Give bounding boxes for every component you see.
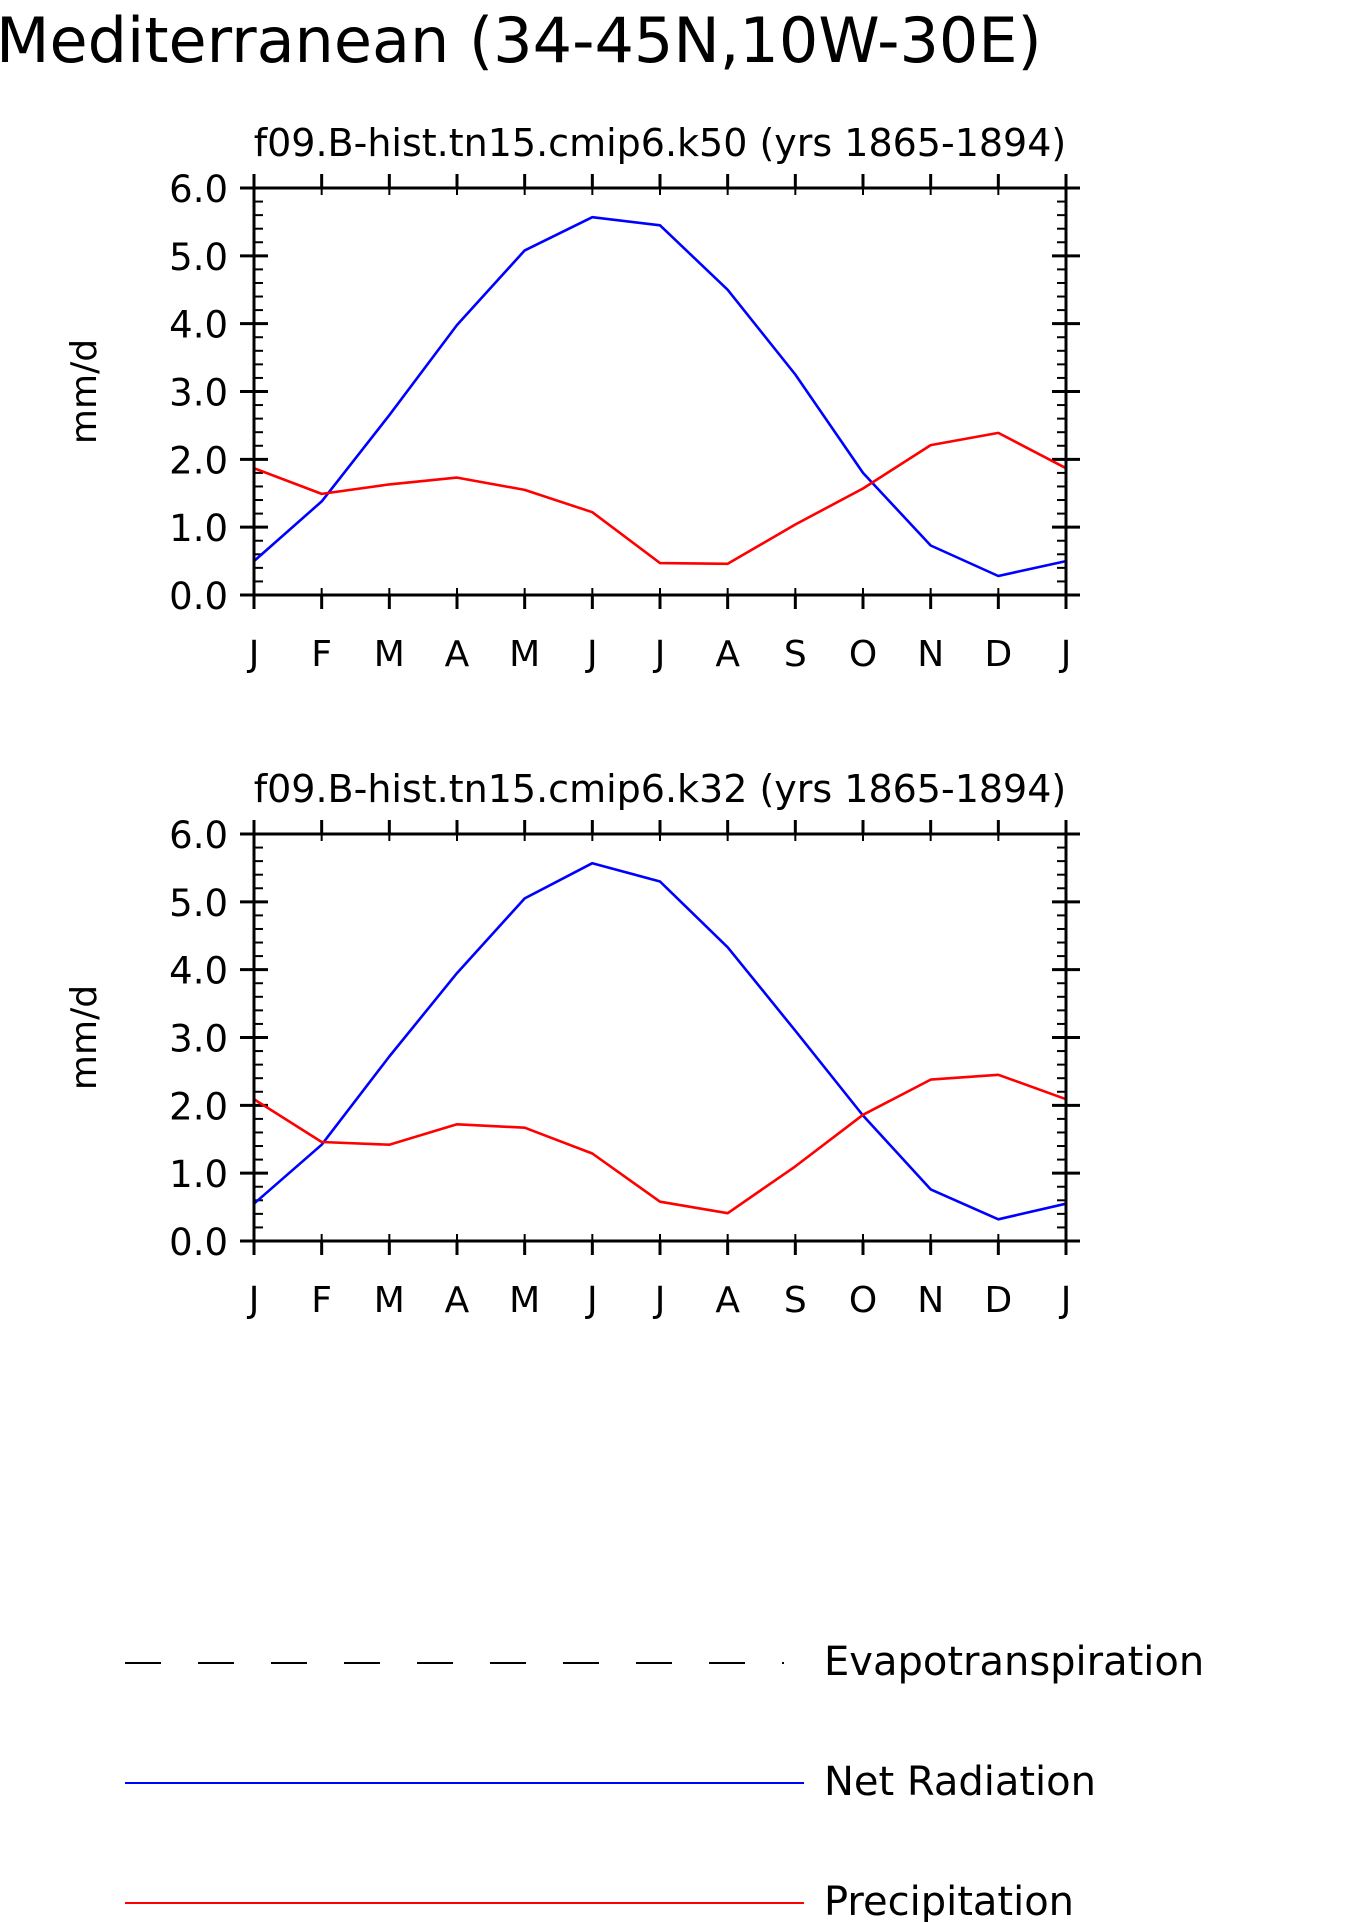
x-tick-label: J [653,1280,666,1321]
x-tick-label: J [247,634,260,675]
x-tick-label: O [849,634,877,675]
y-axis-label: mm/d [64,985,105,1090]
series-line-precipitation [253,431,1067,566]
y-tick-label: 2.0 [169,1085,228,1128]
x-tick-label: A [715,634,740,675]
x-tick-label: A [445,1280,470,1321]
x-tick-label: J [585,634,598,675]
legend: Evapotranspiration Net Radiation Precipita… [125,1639,1204,1922]
series-line-net-radiation [253,861,1067,1221]
chart-panel-bottom: f09.B-hist.tn15.cmip6.k32 (yrs 1865-1894… [64,767,1080,1321]
y-tick-label: 0.0 [169,1221,228,1264]
x-tick-label: J [585,1280,598,1321]
series-line-net-radiation [253,215,1067,578]
y-axis-label: mm/d [64,339,105,444]
y-tick-label: 5.0 [169,236,228,279]
plot-frame [252,186,1068,597]
y-tick-label: 3.0 [169,1018,228,1061]
page-title: Mediterranean (34-45N,10W-30E) [0,4,1042,77]
chart-title: f09.B-hist.tn15.cmip6.k50 (yrs 1865-1894… [254,121,1066,165]
x-tick-label: M [509,634,540,675]
x-tick-label: J [653,634,666,675]
x-tick-label: O [849,1280,877,1321]
legend-label: Net Radiation [824,1759,1096,1805]
x-tick-label: S [784,634,807,675]
y-tick-label: 5.0 [169,882,228,925]
x-tick-label: J [1059,634,1072,675]
series-line-precipitation [253,1073,1067,1215]
x-tick-label: D [984,1280,1012,1321]
y-tick-label: 3.0 [169,372,228,415]
x-tick-label: M [509,1280,540,1321]
x-tick-label: A [445,634,470,675]
y-tick-label: 1.0 [169,1153,228,1196]
y-tick-label: 4.0 [169,304,228,347]
x-tick-label: J [247,1280,260,1321]
x-tick-label: A [715,1280,740,1321]
y-tick-label: 4.0 [169,950,228,993]
x-tick-label: D [984,634,1012,675]
plot-frame [252,832,1068,1243]
x-tick-label: M [374,1280,405,1321]
x-tick-label: S [784,1280,807,1321]
chart-panel-top: f09.B-hist.tn15.cmip6.k50 (yrs 1865-1894… [64,121,1080,675]
y-tick-label: 6.0 [169,814,228,857]
x-tick-label: N [917,1280,944,1321]
x-tick-label: M [374,634,405,675]
x-tick-label: F [311,634,332,675]
legend-label: Precipitation [824,1879,1074,1922]
x-tick-label: J [1059,1280,1072,1321]
y-tick-label: 6.0 [169,168,228,211]
x-tick-label: N [917,634,944,675]
x-tick-label: F [311,1280,332,1321]
legend-label: Evapotranspiration [824,1639,1204,1685]
y-tick-label: 0.0 [169,575,228,618]
y-tick-label: 2.0 [169,439,228,482]
y-tick-label: 1.0 [169,507,228,550]
chart-title: f09.B-hist.tn15.cmip6.k32 (yrs 1865-1894… [254,767,1066,811]
